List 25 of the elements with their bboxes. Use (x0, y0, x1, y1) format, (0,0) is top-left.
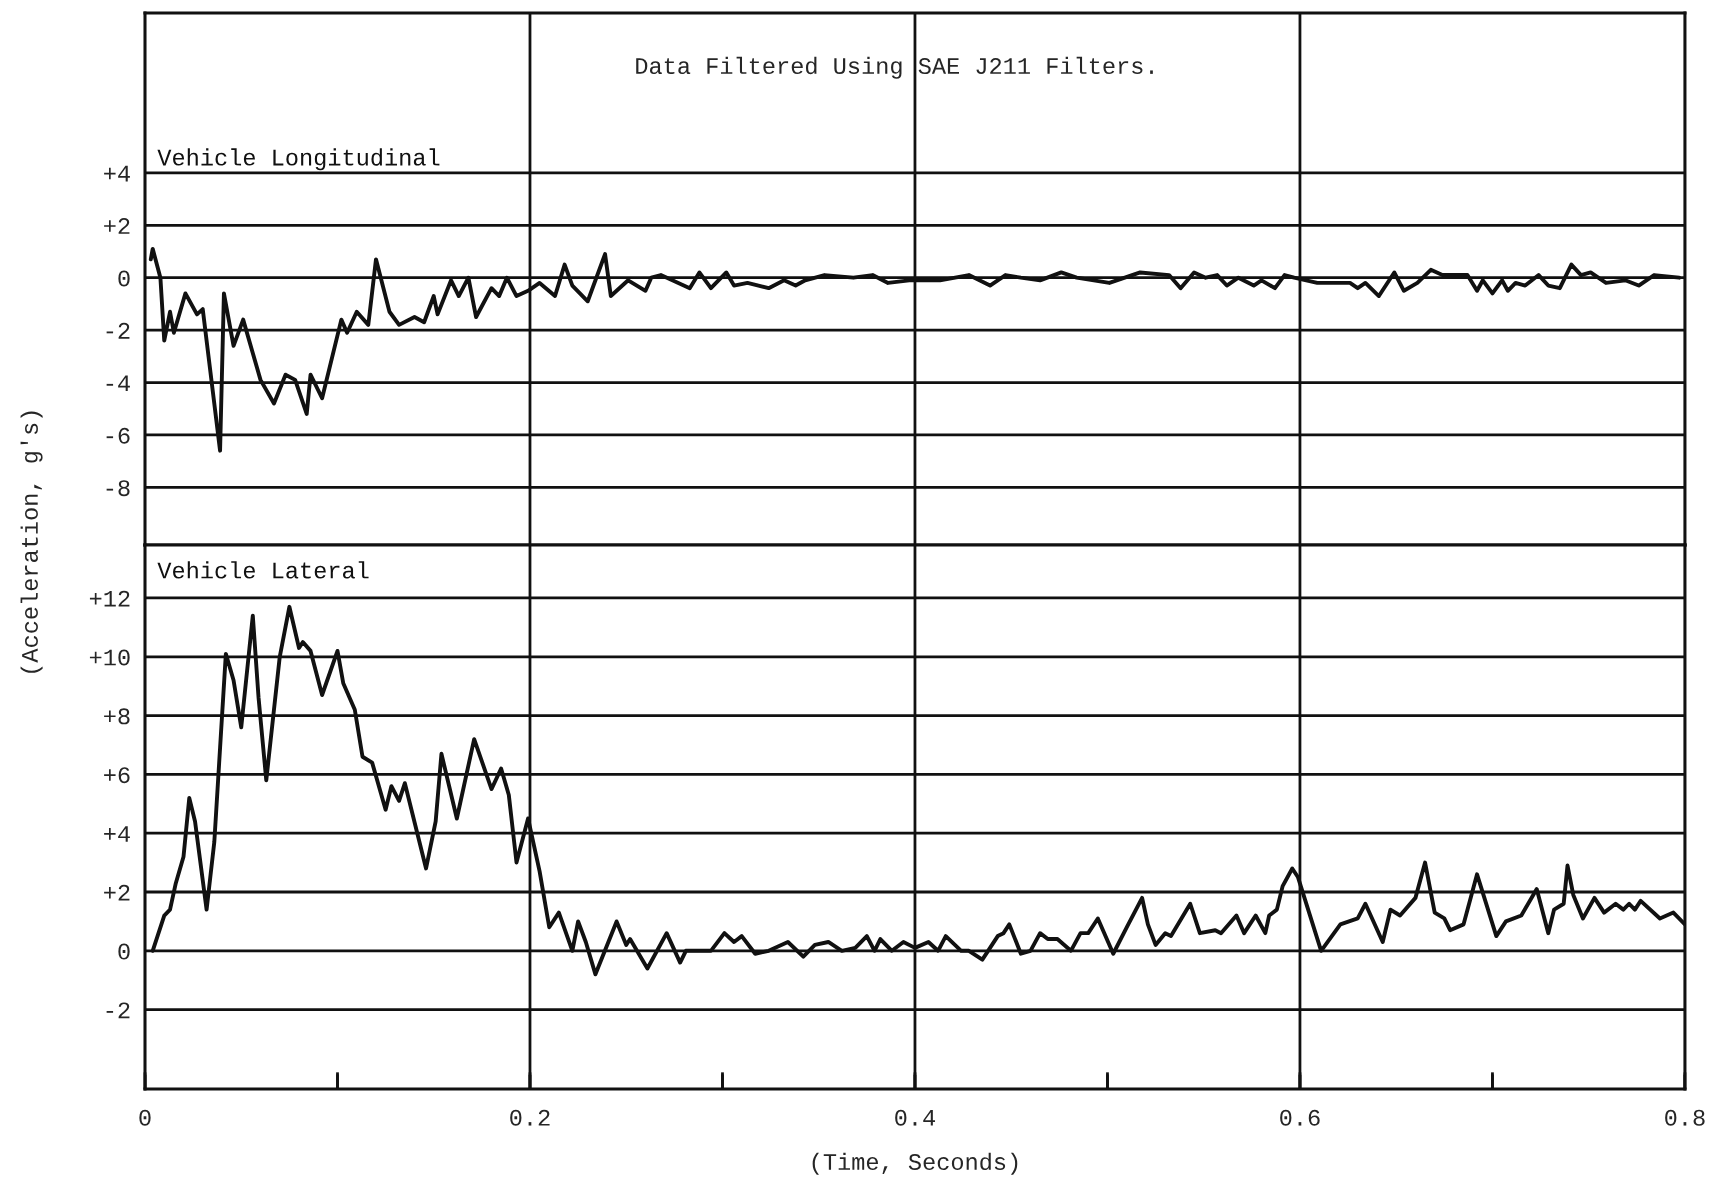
y-tick-label: 0 (118, 270, 130, 287)
x-tick-label: 0.4 (895, 1109, 936, 1126)
series-label: Vehicle Lateral (157, 561, 369, 579)
x-tick-label: 0.6 (1280, 1109, 1320, 1126)
x-tick-label: 0.2 (510, 1109, 550, 1126)
y-tick-label: -2 (106, 1002, 130, 1019)
y-axis-title: (Acceleration, g's) (20, 411, 43, 673)
y-tick-label: +4 (104, 826, 130, 842)
y-tick-label: +10 (89, 649, 130, 666)
y-tick-label: 0 (118, 943, 130, 960)
text: Vehicle Longitudinal (157, 148, 440, 171)
y-tick-label: +2 (104, 218, 130, 234)
y-tick-label: +12 (89, 590, 130, 607)
y-tick-label: +6 (104, 767, 130, 784)
x-tick-label: 0.8 (1665, 1109, 1705, 1126)
y-tick-label: -8 (106, 480, 130, 497)
x-axis-title: (Time, Seconds) (812, 1152, 1018, 1175)
y-tick-label: -2 (106, 322, 130, 339)
y-tick-label: -6 (106, 427, 130, 444)
y-tick-label: +8 (104, 708, 130, 725)
y-tick-label: -4 (106, 375, 130, 392)
x-tick-label: 0 (139, 1109, 151, 1126)
text: Data Filtered Using SAE J211 Filters. (636, 56, 1153, 79)
y-tick-label: +2 (104, 884, 130, 901)
y-tick-label: +4 (104, 165, 130, 182)
